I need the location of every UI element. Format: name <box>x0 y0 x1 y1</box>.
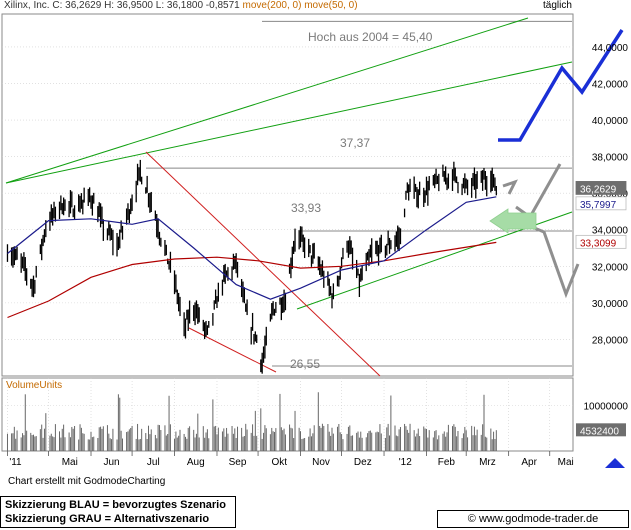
volume-last-box <box>576 423 626 437</box>
scenario-gray-short <box>502 179 518 195</box>
volume-last-label: 4532400 <box>580 426 619 437</box>
y-tick-label: 28,0000 <box>592 335 629 346</box>
level-annotation: 33,93 <box>291 201 321 215</box>
quote-values: C: 36,2629 H: 36,9500 L: 36,1800 -0,8571 <box>52 0 240 11</box>
scenario-legend-box: Skizzierung BLAU = bevorzugtes Szenario … <box>0 496 236 528</box>
volume-panel-title: VolumeUnits <box>6 380 62 391</box>
ma200-legend: move(200, 0) <box>242 0 302 11</box>
series-layer <box>6 159 497 374</box>
scroll-corner-icon <box>605 458 625 468</box>
x-tick-label: Nov <box>312 457 330 468</box>
volume-panel-frame <box>1 377 574 452</box>
chart-credit: Chart erstellt mit GodmodeCharting <box>8 476 166 487</box>
x-tick-label: '11 <box>9 457 22 468</box>
source-url[interactable]: © www.godmode-trader.de <box>437 510 629 528</box>
x-tick-label: Mai <box>62 457 78 468</box>
interval-label: täglich <box>543 0 572 11</box>
x-tick-label: Feb <box>438 457 456 468</box>
scenario-blue <box>498 29 624 142</box>
value-labels: Hoch aus 2004 = 45,40 37,37 33,93 26,55 36,2… <box>290 30 627 468</box>
x-tick-label: Mai <box>558 457 574 468</box>
y-tick-label: 44,0000 <box>592 43 629 54</box>
last-value-box <box>575 181 627 195</box>
scenario-gray-down <box>531 225 580 299</box>
scenario-legend-gray: Skizzierung GRAU = Alternativszenario <box>5 513 210 525</box>
x-tick-label: Okt <box>272 457 288 468</box>
last-value-label: 33,3099 <box>580 238 617 249</box>
x-tick-label: '12 <box>399 457 412 468</box>
y-tick-label: 38,0000 <box>592 153 629 164</box>
level-annotation: 26,55 <box>290 357 320 371</box>
x-tick-label: Jul <box>147 457 160 468</box>
symbol-name: Xilinx, Inc. <box>4 0 50 11</box>
trend-drawings <box>5 17 573 377</box>
trendline-green-mid <box>5 61 573 184</box>
scenario-sketches <box>489 29 624 299</box>
last-value-label: 36,2629 <box>580 184 617 195</box>
price-panel-frame <box>1 13 574 377</box>
y-tick-label: 40,0000 <box>592 116 629 127</box>
y-tick-label: 42,0000 <box>592 79 629 90</box>
scenario-legend-blue: Skizzierung BLAU = bevorzugtes Szenario <box>5 499 226 511</box>
last-value-box <box>575 196 627 211</box>
ma50-line <box>7 196 497 300</box>
x-tick-label: Sep <box>229 457 247 468</box>
axes: 28,000030,000032,000034,000036,000038,00… <box>6 43 628 468</box>
ma200-line <box>7 241 497 319</box>
ticker-header: Xilinx, Inc. C: 36,2629 H: 36,9500 L: 36… <box>4 0 358 11</box>
x-tick-label: Mrz <box>479 457 496 468</box>
trendline-green-upper <box>5 17 529 184</box>
volume-bars <box>6 392 497 451</box>
trendline-red-down <box>145 151 381 377</box>
x-tick-label: Jun <box>103 457 119 468</box>
ma50-legend: move(50, 0) <box>304 0 358 11</box>
x-tick-label: Apr <box>521 457 537 468</box>
trendline-red-low <box>188 327 277 373</box>
y-tick-label: 34,0000 <box>592 226 629 237</box>
y-tick-label: 30,0000 <box>592 299 629 310</box>
x-tick-label: Dez <box>354 457 372 468</box>
level-annotation: Hoch aus 2004 = 45,40 <box>308 30 433 44</box>
level-annotation: 37,37 <box>340 136 370 150</box>
y-tick-label: 32,0000 <box>592 262 629 273</box>
support-arrow <box>489 208 537 234</box>
last-value-box <box>575 234 627 249</box>
volume-tick-label: 10000000 <box>584 401 629 412</box>
x-tick-label: Aug <box>187 457 205 468</box>
last-value-label: 35,7997 <box>580 200 617 211</box>
